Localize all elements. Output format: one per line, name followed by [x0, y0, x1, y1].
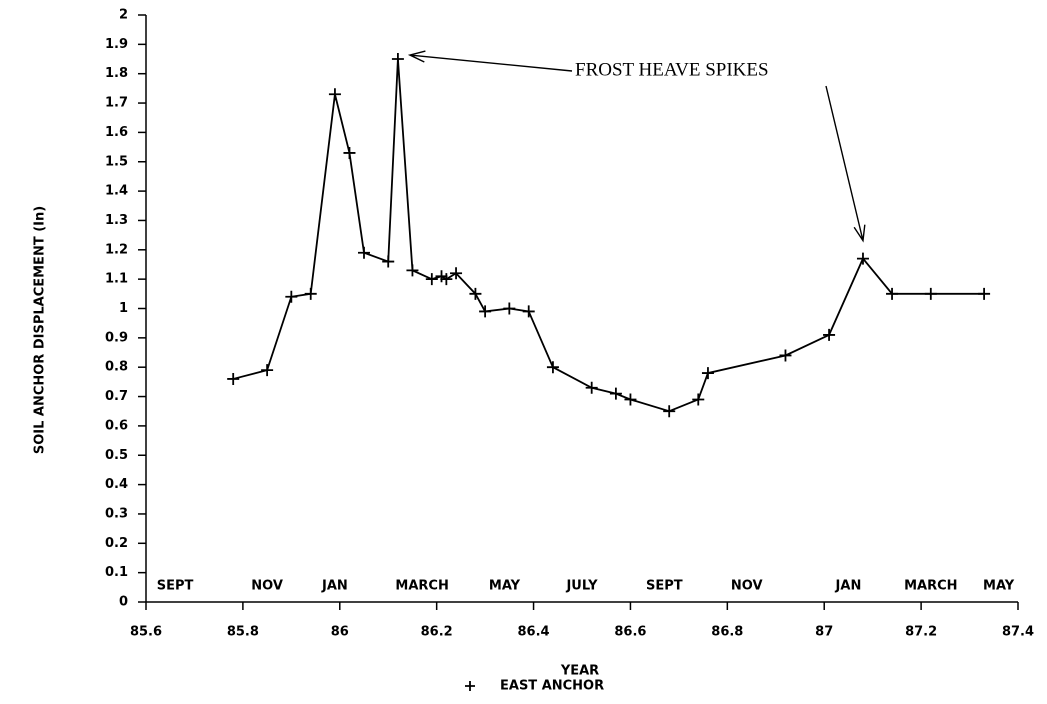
marker: [823, 328, 836, 341]
marker: [503, 302, 516, 315]
x-tick-label: 85.6: [130, 625, 162, 640]
marker: [663, 405, 676, 418]
marker: [328, 88, 341, 101]
marker: [227, 372, 240, 385]
marker: [624, 393, 637, 406]
y-tick-label: 1: [119, 301, 128, 316]
marker: [924, 287, 937, 300]
marker: [585, 381, 598, 394]
y-tick-label: 2: [119, 8, 128, 23]
month-label: JAN: [835, 579, 862, 594]
marker: [406, 264, 419, 277]
y-tick-label: 0.4: [105, 477, 128, 492]
marker: [779, 349, 792, 362]
x-axis-label: YEAR: [560, 664, 599, 679]
marker: [382, 255, 395, 268]
y-tick-label: 1.1: [105, 272, 128, 287]
y-tick-label: 1.5: [105, 154, 128, 169]
x-tick-label: 86.2: [421, 625, 453, 640]
marker: [609, 387, 622, 400]
marker: [469, 287, 482, 300]
month-label: NOV: [731, 579, 763, 594]
marker: [450, 267, 463, 280]
marker: [425, 273, 438, 286]
series-line: [232, 58, 985, 413]
marker: [261, 364, 274, 377]
legend-marker: [465, 681, 475, 691]
marker: [546, 361, 559, 374]
month-label: MARCH: [904, 579, 957, 594]
x-tick-label: 86.6: [614, 625, 646, 640]
y-tick-label: 0.5: [105, 448, 128, 463]
month-label: JAN: [321, 579, 348, 594]
y-tick-label: 1.9: [105, 37, 128, 52]
month-label: NOV: [251, 579, 283, 594]
annotation-arrow: [407, 50, 573, 72]
marker: [522, 305, 535, 318]
y-tick-label: 1.6: [105, 125, 128, 140]
marker: [978, 287, 991, 300]
y-tick-label: 0.7: [105, 389, 128, 404]
marker: [692, 393, 705, 406]
x-tick-label: 86.4: [518, 625, 550, 640]
month-label: MAY: [983, 579, 1015, 594]
annotation-arrow: [825, 85, 866, 243]
y-tick-label: 0.9: [105, 330, 128, 345]
marker: [856, 252, 869, 265]
month-label: MAY: [489, 579, 521, 594]
x-tick-label: 86: [331, 625, 349, 640]
marker: [343, 146, 356, 159]
y-tick-label: 1.3: [105, 213, 128, 228]
y-tick-label: 0.6: [105, 418, 128, 433]
marker: [304, 287, 317, 300]
x-tick-label: 87.2: [905, 625, 937, 640]
marker: [285, 290, 298, 303]
month-label: SEPT: [157, 579, 194, 594]
marker: [358, 246, 370, 259]
y-tick-label: 0: [119, 595, 128, 610]
y-tick-label: 1.7: [105, 96, 128, 111]
marker: [440, 273, 453, 286]
legend-label: EAST ANCHOR: [500, 679, 604, 694]
y-tick-label: 0.3: [105, 506, 128, 521]
month-label: SEPT: [646, 579, 683, 594]
annotation: FROST HEAVE SPIKES: [575, 59, 769, 80]
y-tick-label: 0.2: [105, 536, 128, 551]
y-tick-label: 1.4: [105, 184, 128, 199]
x-tick-label: 87: [815, 625, 833, 640]
marker: [479, 305, 492, 318]
y-tick-label: 1.2: [105, 242, 128, 257]
x-tick-label: 85.8: [227, 625, 259, 640]
month-label: JULY: [565, 579, 598, 594]
marker: [391, 53, 404, 66]
month-label: MARCH: [395, 579, 448, 594]
marker: [886, 287, 899, 300]
y-axis-label: SOIL ANCHOR DISPLACEMENT (In): [33, 206, 48, 454]
y-tick-label: 0.1: [105, 565, 128, 580]
x-tick-label: 86.8: [711, 625, 743, 640]
x-tick-label: 87.4: [1002, 625, 1034, 640]
y-tick-label: 1.8: [105, 66, 128, 81]
marker: [701, 367, 714, 380]
y-tick-label: 0.8: [105, 360, 128, 375]
